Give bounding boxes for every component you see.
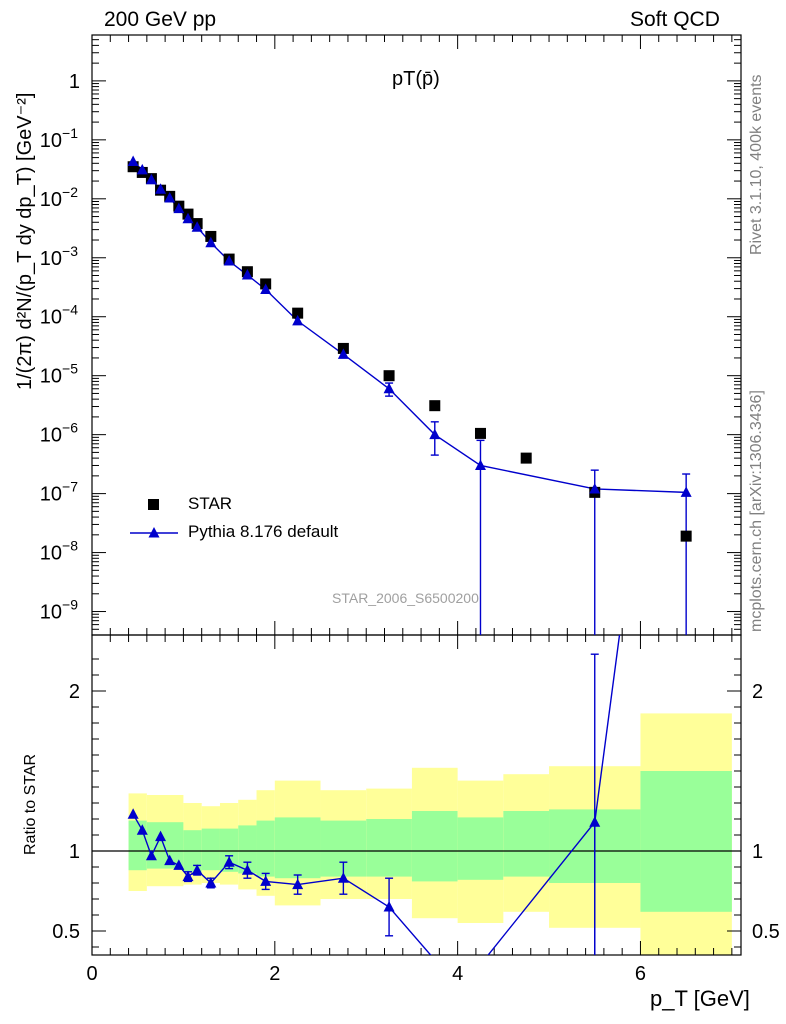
ratio-band-green [366, 819, 412, 877]
pythia-point [241, 269, 253, 280]
main-y-axis-title: 1/(2π) d²N/(p_T dy dp_T) [GeV⁻²] [14, 92, 36, 390]
ratio-point [164, 854, 176, 866]
star-point [474, 427, 486, 439]
x-tick-label: 6 [635, 963, 646, 985]
main-y-tick-label: 10−9 [40, 597, 78, 624]
star-point [520, 452, 532, 464]
ratio-band-green [640, 771, 732, 912]
ratio-band-green [411, 811, 458, 882]
x-tick-label: 4 [452, 963, 463, 985]
main-frame [91, 34, 742, 636]
ratio-point [292, 878, 304, 890]
ratio-y-tick-label-right: 0.5 [752, 921, 780, 943]
ratio-y-tick-label-right: 1 [752, 841, 763, 863]
ratio-point [173, 859, 185, 870]
x-tick-label: 2 [269, 963, 280, 985]
ratio-point [136, 824, 148, 835]
star-point [429, 400, 441, 412]
main-y-tick-label: 10−8 [40, 538, 78, 565]
header-category: Soft QCD [630, 8, 720, 31]
ratio-band-green [219, 828, 239, 872]
main-y-tick-label: 10−4 [40, 302, 78, 329]
pythia-point [680, 486, 692, 497]
pythia-point [127, 155, 139, 166]
main-series [127, 155, 692, 635]
pythia-point [145, 173, 157, 185]
ratio-point [145, 849, 157, 861]
ratio-point [205, 877, 217, 888]
main-y-tick-label: 10−2 [40, 184, 78, 211]
pythia-point [260, 283, 272, 294]
ratio-point [589, 816, 601, 827]
main-y-tick-label: 10−5 [40, 361, 78, 388]
ratio-y-tick-label-left: 0.5 [52, 921, 80, 943]
pythia-point [182, 212, 194, 224]
ratio-point [260, 875, 272, 886]
pythia-point [474, 459, 486, 470]
main-plot-title: pT(p̄) [392, 68, 440, 90]
ratio-band-green [274, 817, 321, 879]
legend-marks [130, 499, 178, 538]
ratio-y-tick-label-left: 1 [69, 841, 80, 863]
ratio-point [191, 864, 203, 875]
watermark: STAR_2006_S6500200 [332, 590, 479, 606]
star-point [680, 530, 692, 542]
rivet-version: Rivet 3.1.10, 400k events [748, 74, 765, 255]
ratio-band-green [256, 820, 275, 877]
star-point [292, 307, 304, 319]
legend-label-star: STAR [188, 494, 233, 513]
pythia-point [155, 183, 167, 194]
main-y-tick-label: 10−3 [40, 243, 78, 270]
ratio-y-tick-label-left: 2 [69, 681, 80, 703]
pythia-point [136, 163, 148, 175]
main-y-tick-label: 10−6 [40, 420, 78, 447]
ratio-band-green [238, 825, 257, 874]
ratio-point [127, 808, 139, 819]
x-axis-title: p_T [GeV] [650, 986, 750, 1011]
ratio-y-tick-label-right: 2 [752, 681, 763, 703]
header-energy: 200 GeV pp [104, 8, 217, 31]
pythia-point [205, 236, 217, 248]
pythia-point [292, 314, 304, 326]
star-point [205, 230, 217, 242]
ratio-point [383, 901, 395, 912]
main-y-tick-label: 1 [69, 71, 80, 93]
pythia-line [132, 160, 687, 494]
ratio-point [241, 864, 253, 875]
main-axes: 1 10−1 10−2 10−3 10−4 10−5 10−6 10−7 10−8 10−9 [40, 34, 742, 636]
ratio-frame [91, 634, 742, 956]
star-point [383, 370, 395, 382]
ratio-band-green [201, 828, 220, 871]
ratio-axes: 0.5 0.5 1 1 2 2 0 2 4 6 [52, 634, 780, 985]
legend-pythia-marker [148, 527, 160, 538]
legend-star-marker [148, 499, 159, 510]
pythia-point [173, 202, 185, 214]
ratio-point [223, 856, 235, 867]
pythia-point [429, 428, 441, 440]
star-point [127, 161, 139, 173]
legend-label-pythia: Pythia 8.176 default [188, 522, 339, 541]
pythia-point [164, 192, 176, 203]
pythia-point [589, 482, 601, 494]
ratio-point [182, 870, 194, 882]
source-reference: mcplots.cern.ch [arXiv:1306.3436] [748, 390, 765, 632]
pythia-point [191, 221, 203, 232]
ratio-bands [128, 713, 732, 955]
ratio-point [155, 830, 167, 842]
ratio-series [127, 635, 621, 955]
ratio-point [337, 872, 349, 883]
main-y-tick-label: 10−1 [40, 125, 78, 152]
ratio-y-axis-title: Ratio to STAR [22, 753, 39, 855]
ratio-band-green [457, 817, 504, 880]
main-y-tick-label: 10−7 [40, 479, 78, 506]
pythia-point [383, 382, 395, 394]
ratio-band-green [146, 822, 184, 869]
pythia-point [337, 348, 349, 359]
pythia-point [223, 255, 235, 266]
x-tick-label: 0 [86, 963, 97, 985]
ratio-band-green [503, 811, 550, 877]
